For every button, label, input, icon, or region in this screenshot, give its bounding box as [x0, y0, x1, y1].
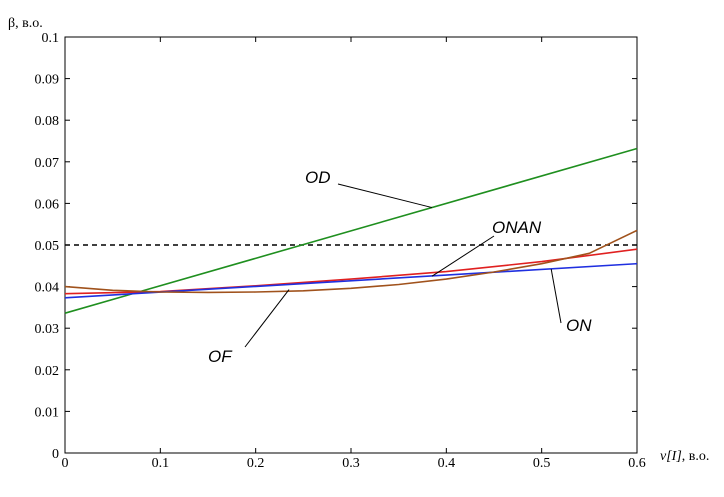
y-tick-label: 0.02 [35, 364, 60, 379]
y-axis-title: β, в.о. [8, 16, 43, 31]
y-tick-label: 0.06 [35, 197, 60, 212]
x-axis-title-var: v[I] [660, 449, 682, 464]
x-tick-label: 0.4 [438, 456, 456, 471]
series-group [64, 147, 638, 314]
y-tick-label: 0.04 [35, 281, 60, 296]
y-tick-label: 0.07 [35, 156, 60, 171]
annotation-leader-onan [431, 235, 495, 277]
annotation-leader-of [244, 289, 290, 348]
y-tick-label: 0.1 [42, 31, 60, 46]
annotation-leader-on [550, 269, 562, 324]
series-line-on [64, 262, 638, 299]
x-axis-title-unit: , в.о. [682, 449, 710, 464]
series-line-od [64, 147, 638, 314]
annotation-label-of: OF [208, 347, 233, 366]
x-tick-label: 0.5 [533, 456, 551, 471]
x-tick-label: 0 [62, 456, 69, 471]
x-tick-label: 0.1 [152, 456, 170, 471]
y-tick-label: 0.03 [35, 322, 60, 337]
y-tick-label: 0.05 [35, 239, 60, 254]
x-tick-label: 0.3 [342, 456, 360, 471]
annotation-leader-od [337, 183, 433, 209]
x-axis-title: v[I], в.о. [660, 449, 709, 464]
x-tick-label: 0.6 [628, 456, 646, 471]
axis-ticks: 0 0.1 0.2 0.3 0.4 0.5 0.6 0 0.01 0.02 0.03 0.04 0.05… [35, 31, 646, 471]
annotation-label-od: OD [305, 168, 331, 187]
x-tick-label: 0.2 [247, 456, 265, 471]
y-tick-label: 0 [52, 447, 59, 462]
annotation-label-on: ON [566, 316, 592, 335]
y-tick-label: 0.08 [35, 114, 60, 129]
annotation-group: OD ONAN ON OF [208, 168, 592, 366]
annotation-label-onan: ONAN [492, 218, 542, 237]
y-tick-label: 0.09 [35, 73, 60, 88]
y-tick-label: 0.01 [35, 405, 60, 420]
series-line-of [64, 229, 638, 294]
